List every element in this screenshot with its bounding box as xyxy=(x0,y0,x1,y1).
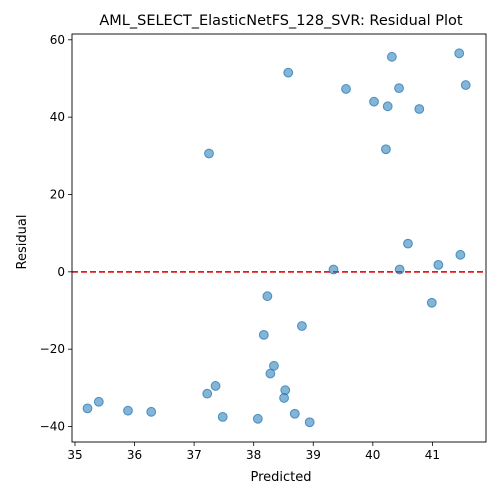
y-tick-label: 60 xyxy=(50,33,65,47)
scatter-point xyxy=(386,51,397,62)
y-tick-label: 40 xyxy=(50,110,65,124)
scatter-point xyxy=(297,321,307,331)
scatter-point xyxy=(258,329,269,340)
plot-area: 35 36 37 38 39 40 41 −40 −20 0 20 40 60 xyxy=(40,33,487,462)
scatter-point xyxy=(262,291,273,302)
scatter-point xyxy=(146,406,157,417)
scatter-point xyxy=(210,381,221,391)
scatter-point xyxy=(369,96,379,107)
scatter-point xyxy=(394,264,405,275)
scatter-point xyxy=(280,385,291,396)
y-tick-label: 20 xyxy=(50,187,65,201)
y-tick-label: −20 xyxy=(40,342,65,356)
scatter-point xyxy=(217,411,228,422)
plot-frame xyxy=(71,33,487,443)
scatter-point xyxy=(341,84,351,94)
y-tick-label: 0 xyxy=(57,265,65,279)
x-tick-label: 35 xyxy=(67,448,82,462)
x-tick-label: 36 xyxy=(127,448,142,462)
scatter-point xyxy=(204,148,214,159)
x-tick-label: 38 xyxy=(246,448,261,462)
scatter-point xyxy=(283,67,294,78)
scatter-point xyxy=(403,238,413,249)
scatter-point xyxy=(381,144,391,155)
chart-title: AML_SELECT_ElasticNetFS_128_SVR: Residua… xyxy=(99,13,463,29)
scatter-point xyxy=(123,405,133,416)
scatter-point xyxy=(304,417,315,428)
x-tick-label: 39 xyxy=(306,448,321,462)
x-axis-label: Predicted xyxy=(250,470,311,485)
scatter-point xyxy=(252,413,263,424)
scatter-point xyxy=(82,403,93,414)
scatter-point xyxy=(455,249,466,260)
scatter-point xyxy=(328,264,339,275)
x-tick-label: 41 xyxy=(425,448,440,462)
scatter-point xyxy=(382,101,393,112)
scatter-point xyxy=(460,80,471,90)
scatter-point xyxy=(454,48,465,59)
scatter-point xyxy=(433,259,444,270)
y-axis-label: Residual xyxy=(15,215,30,270)
scatter-point xyxy=(289,408,300,419)
scatter-point xyxy=(414,104,425,114)
scatter-point xyxy=(269,360,279,371)
scatter-point xyxy=(426,297,437,308)
x-tick-label: 40 xyxy=(365,448,380,462)
y-tick-label: −40 xyxy=(40,420,65,434)
scatter-point xyxy=(202,388,213,399)
scatter-point xyxy=(394,83,404,94)
scatter-point xyxy=(93,396,104,407)
x-tick-label: 37 xyxy=(186,448,201,462)
